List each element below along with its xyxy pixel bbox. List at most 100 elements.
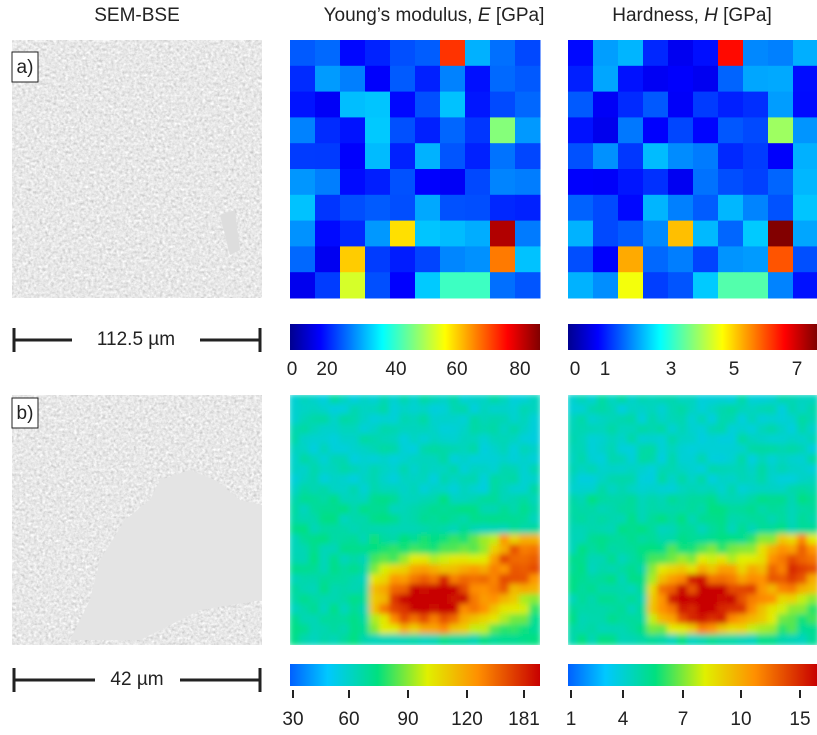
heatmap-cell — [727, 504, 739, 516]
heatmap-cell — [777, 594, 789, 606]
heatmap-cell — [637, 534, 649, 546]
heatmap-cell — [369, 494, 381, 506]
heatmap-cell — [529, 524, 540, 536]
heatmap-cell — [319, 544, 331, 556]
heatmap-cell — [459, 554, 471, 566]
heatmap-cell — [587, 534, 599, 546]
heatmap-cell — [747, 524, 759, 536]
heatmap-cell — [519, 395, 531, 406]
heatmap-cell — [449, 434, 461, 446]
heatmap-cell — [349, 584, 361, 596]
heatmap-cell — [459, 514, 471, 526]
heatmap-cell — [607, 564, 619, 576]
heatmap-cell — [499, 424, 511, 436]
heatmap-cell — [618, 65, 644, 93]
heatmap-cell — [767, 514, 779, 526]
heatmap-cell — [349, 564, 361, 576]
heatmap-cell — [677, 444, 689, 456]
heatmap-cell — [389, 634, 401, 645]
heatmap-cell — [647, 584, 659, 596]
heatmap-cell — [319, 474, 331, 486]
heatmap-cell — [489, 424, 501, 436]
heatmap-cell — [667, 634, 679, 645]
heatmap-cell — [757, 534, 769, 546]
heatmap-cell — [399, 494, 411, 506]
heatmap-cell — [429, 634, 441, 645]
heatmap-cell — [707, 464, 719, 476]
heatmap-cell — [637, 414, 649, 426]
heatmap-cell — [667, 424, 679, 436]
heatmap-cell — [359, 454, 371, 466]
heatmap-cell — [439, 494, 451, 506]
heatmap-cell — [627, 574, 639, 586]
heatmap-cell — [489, 454, 501, 466]
heatmap-cell — [299, 594, 311, 606]
heatmap-cell — [657, 514, 669, 526]
heatmap-cell — [607, 444, 619, 456]
heatmap-cell — [627, 395, 639, 406]
heatmap-cell — [329, 514, 341, 526]
heatmap-cell — [419, 454, 431, 466]
heatmap-cell — [319, 464, 331, 476]
heatmap-cell — [637, 474, 649, 486]
heatmap-cell — [490, 246, 516, 273]
heatmap-cell — [389, 414, 401, 426]
heatmap-cell — [667, 395, 679, 406]
heatmap-cell — [419, 634, 431, 645]
heatmap-cell — [597, 594, 609, 606]
heatmap-cell — [668, 246, 694, 273]
heatmap-cell — [529, 395, 540, 406]
heatmap-cell — [568, 534, 579, 546]
heatmap-cell — [515, 40, 541, 67]
heatmap-cell — [727, 584, 739, 596]
heatmap-cell — [309, 464, 321, 476]
heatmap-cell — [309, 395, 321, 406]
heatmap-cell — [787, 584, 799, 596]
heatmap-cell — [309, 484, 321, 496]
heatmap-cell — [617, 514, 629, 526]
heatmap-cell — [768, 194, 794, 222]
heatmap-cell — [349, 554, 361, 566]
heatmap-cell — [490, 272, 516, 299]
heatmap-cell — [667, 574, 679, 586]
heatmap-cell — [667, 454, 679, 466]
heatmap-cell — [519, 484, 531, 496]
heatmap-cell — [737, 494, 749, 506]
heatmap-cell — [365, 91, 391, 118]
heatmap-cell — [757, 624, 769, 636]
heatmap-cell — [777, 564, 789, 576]
heatmap-cell — [607, 624, 619, 636]
heatmap-cell — [479, 424, 491, 436]
heatmap-cell — [389, 494, 401, 506]
heatmap-cell — [768, 65, 794, 93]
colorbar-tick-label: 3 — [666, 359, 677, 380]
heatmap-cell — [747, 634, 759, 645]
heatmap-cell — [677, 594, 689, 606]
heatmap-cell — [727, 514, 739, 526]
heatmap-cell — [797, 604, 809, 616]
heatmap-cell — [379, 634, 391, 645]
heatmap-cell — [718, 272, 744, 299]
heatmap-cell — [299, 414, 311, 426]
heatmap-cell — [469, 484, 481, 496]
heatmap-cell — [607, 594, 619, 606]
heatmap-cell — [597, 444, 609, 456]
heatmap-cell — [757, 424, 769, 436]
colorbar-ticks: 0 20 40 60 80 0 1 3 5 730 60 90 120 181 1 4 7 10 15 — [282, 359, 810, 730]
heatmap-cell — [757, 404, 769, 416]
heatmap-cell — [727, 534, 739, 546]
heatmap-cell — [768, 40, 794, 67]
heatmap-cell — [667, 604, 679, 616]
heatmap-cell — [359, 444, 371, 456]
heatmap-cell — [290, 464, 301, 476]
heatmap-cell — [490, 65, 516, 93]
heatmap-cell — [419, 594, 431, 606]
heatmap-cell — [315, 246, 341, 273]
heatmap-cell — [469, 574, 481, 586]
heatmap-cell — [439, 594, 451, 606]
heatmap-cell — [515, 65, 541, 93]
heatmap-cell — [509, 594, 521, 606]
heatmap-cell — [309, 424, 321, 436]
heatmap-cell — [587, 594, 599, 606]
heatmap-cell — [509, 614, 521, 626]
